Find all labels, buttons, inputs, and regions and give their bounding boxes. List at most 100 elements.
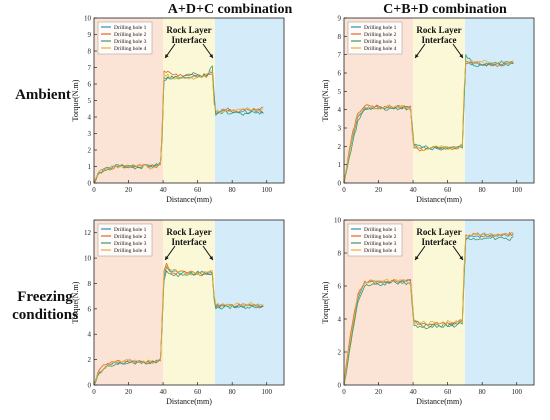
annotation-text: Rock Layer: [416, 25, 461, 35]
y-tick-label: 10: [334, 217, 342, 225]
x-tick-label: 80: [479, 186, 487, 194]
y-tick-label: 0: [338, 382, 342, 390]
x-axis-label: Distance(mm): [416, 195, 462, 204]
series-line: [93, 65, 264, 184]
legend-entry: Drilling hole 1: [114, 227, 147, 233]
x-tick-label: 40: [160, 186, 168, 194]
legend-entry: Drilling hole 1: [114, 25, 147, 31]
y-tick-label: 12: [84, 229, 92, 237]
x-tick-label: 100: [261, 186, 272, 194]
legend-entry: Drilling hole 3: [114, 241, 147, 247]
series-line: [93, 70, 264, 184]
y-tick-label: 5: [88, 97, 92, 105]
legend-entry: Drilling hole 2: [114, 234, 147, 240]
y-tick-label: 1: [338, 161, 342, 169]
legend-entry: Drilling hole 3: [364, 241, 397, 247]
annotation-arrowhead: [459, 54, 463, 58]
y-tick-label: 8: [338, 250, 342, 258]
zone-band: [163, 18, 215, 183]
series-line: [343, 236, 514, 386]
y-tick-label: 4: [88, 331, 92, 339]
y-tick-label: 2: [88, 147, 92, 155]
chart-panel-adc-ambient: 0 20 40 60 80 100 0 1 2 3 4 5 6 7 8 9 10 Distance(mm) Torq…: [71, 15, 285, 204]
y-tick-label: 1: [88, 163, 92, 171]
y-axis-label: Torque(N.m): [71, 281, 80, 323]
legend-entry: Drilling hole 2: [364, 32, 397, 38]
annotation-arrowhead: [209, 54, 213, 58]
legend-entry: Drilling hole 4: [114, 46, 147, 52]
x-tick-label: 0: [342, 186, 346, 194]
plot-frame: [93, 219, 285, 386]
x-tick-label: 60: [444, 186, 452, 194]
annotation-text: Rock Layer: [166, 25, 211, 35]
legend-entry: Drilling hole 3: [364, 39, 397, 45]
y-tick-label: 0: [88, 382, 92, 390]
y-axis-label: Torque(N.m): [321, 79, 330, 121]
annotation-arrowhead: [165, 54, 169, 58]
series-line: [343, 232, 514, 386]
zone-band: [464, 220, 534, 385]
legend-entry: Drilling hole 1: [364, 227, 397, 233]
y-tick-label: 10: [84, 15, 92, 23]
y-tick-label: 2: [88, 356, 92, 364]
x-tick-label: 20: [125, 388, 133, 396]
x-tick-label: 80: [229, 186, 237, 194]
y-tick-label: 8: [338, 33, 342, 41]
zone-band: [413, 18, 465, 183]
y-tick-label: 10: [84, 255, 92, 263]
x-axis-label: Distance(mm): [166, 195, 212, 204]
x-tick-label: 0: [92, 388, 96, 396]
series-line: [93, 265, 264, 386]
legend-entry: Drilling hole 4: [114, 248, 147, 254]
x-tick-label: 80: [229, 388, 237, 396]
x-tick-label: 20: [125, 186, 133, 194]
y-tick-label: 9: [338, 15, 342, 23]
series-line: [343, 231, 514, 386]
y-tick-label: 7: [338, 51, 342, 59]
chart-panel-cbd-ambient: 0 20 40 60 80 100 0 1 2 3 4 5 6 7 8 9 Distance(mm) Torque…: [321, 15, 535, 204]
zone-band: [464, 18, 534, 183]
column-title-adc: A+D+C combination: [167, 2, 293, 17]
y-tick-label: 7: [88, 64, 92, 72]
y-tick-label: 4: [338, 316, 342, 324]
zone-band: [163, 220, 215, 385]
legend-entry: Drilling hole 4: [364, 248, 397, 254]
y-tick-label: 0: [88, 180, 92, 188]
x-tick-label: 20: [375, 388, 383, 396]
legend-entry: Drilling hole 3: [114, 39, 147, 45]
series-line: [343, 59, 514, 184]
zone-band: [214, 220, 284, 385]
annotation-arrowhead: [209, 256, 213, 260]
series-line: [343, 61, 514, 184]
x-tick-label: 80: [479, 388, 487, 396]
x-tick-label: 100: [511, 186, 522, 194]
y-tick-label: 0: [338, 180, 342, 188]
x-axis-label: Distance(mm): [166, 397, 212, 406]
chart-panel-adc-freezing: 0 20 40 60 80 100 0 2 4 6 8 10 12 Distance(mm) Torque(…: [71, 219, 285, 406]
x-tick-label: 0: [342, 388, 346, 396]
series-line: [93, 270, 264, 386]
x-tick-label: 40: [160, 388, 168, 396]
plot-frame: [343, 17, 535, 184]
annotation-text: Rock Layer: [166, 227, 211, 237]
annotation-arrowhead: [415, 54, 419, 58]
y-tick-label: 6: [338, 283, 342, 291]
chart-panel-cbd-freezing: 0 20 40 60 80 100 0 2 4 6 8 10 Distance(mm) Torque(N.…: [321, 217, 535, 406]
plot-frame: [343, 219, 535, 386]
y-tick-label: 6: [88, 305, 92, 313]
column-title-cbd: C+B+D combination: [383, 2, 507, 17]
y-tick-label: 5: [338, 88, 342, 96]
annotation-text: Interface: [422, 35, 457, 45]
y-tick-label: 4: [88, 114, 92, 122]
x-tick-label: 20: [375, 186, 383, 194]
legend-entry: Drilling hole 4: [364, 46, 397, 52]
y-tick-label: 4: [338, 106, 342, 114]
y-tick-label: 3: [338, 125, 342, 133]
annotation-arrowhead: [459, 256, 463, 260]
x-tick-label: 40: [410, 186, 418, 194]
legend-entry: Drilling hole 1: [364, 25, 397, 31]
x-tick-label: 100: [511, 388, 522, 396]
annotation-text: Rock Layer: [416, 227, 461, 237]
y-tick-label: 8: [88, 280, 92, 288]
x-tick-label: 100: [261, 388, 272, 396]
